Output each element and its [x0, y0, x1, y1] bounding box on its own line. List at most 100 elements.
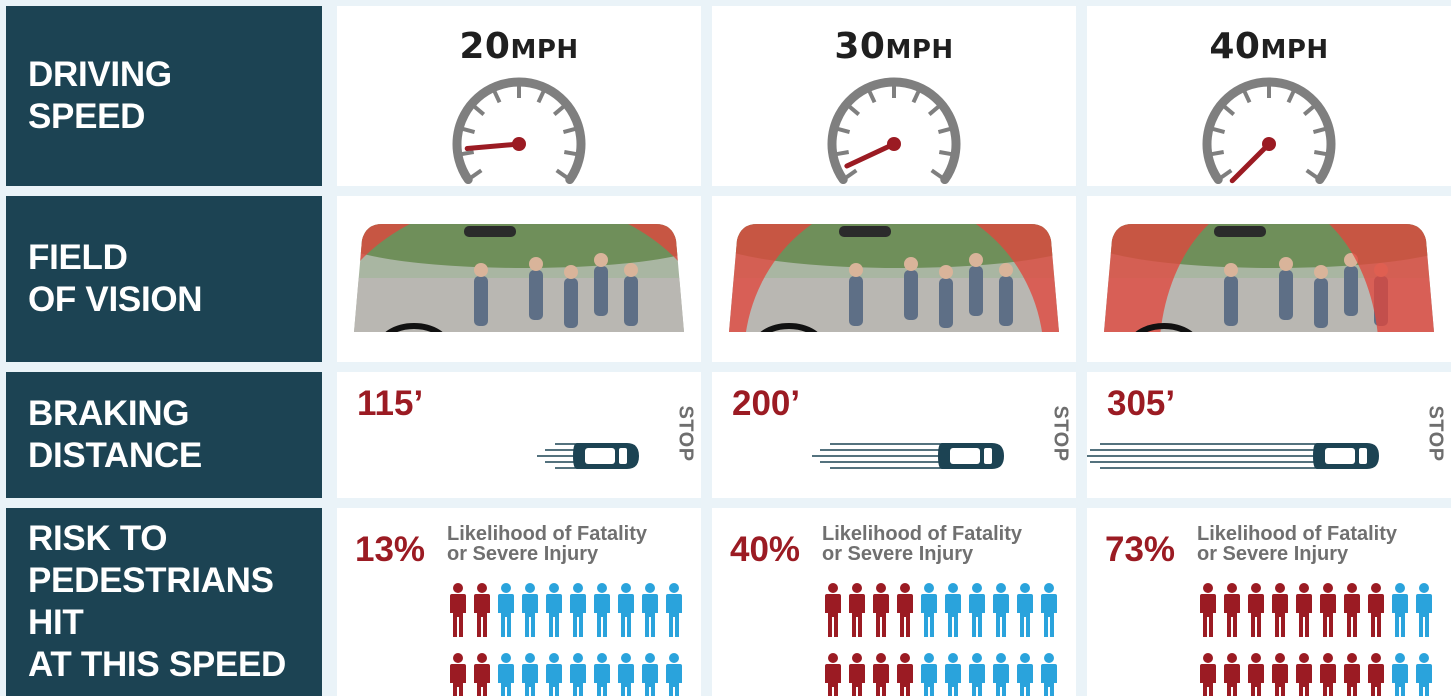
- scene-pedestrian: [564, 278, 578, 328]
- stop-label: STOP: [1424, 405, 1447, 462]
- speedometer-icon: [827, 77, 961, 185]
- person-icon: [1389, 583, 1412, 639]
- person-icon: [1341, 583, 1364, 639]
- scene-pedestrian-head: [529, 257, 543, 271]
- person-icon: [1017, 653, 1033, 696]
- braking-graphic: [537, 443, 639, 469]
- gauge-tick: [555, 168, 568, 179]
- person-icon: [1245, 583, 1268, 639]
- gauge-wrapper: [1194, 74, 1344, 186]
- gauge-tick: [1211, 150, 1225, 157]
- scene-pedestrian: [1344, 266, 1358, 316]
- pedestrian-row: [822, 653, 1062, 696]
- scene-pedestrian-head: [849, 263, 863, 277]
- gauge-tick: [1212, 127, 1226, 135]
- person-icon: [1317, 583, 1340, 639]
- person-icon: [1296, 583, 1312, 637]
- person-icon: [870, 583, 893, 639]
- person-icon: [1224, 653, 1240, 696]
- street-trees: [354, 224, 684, 268]
- person-icon: [1197, 583, 1220, 639]
- gauge-tick: [473, 105, 486, 116]
- gauge-tick: [1313, 150, 1327, 157]
- pedestrian-row: [447, 583, 687, 639]
- person-icon: [642, 583, 658, 637]
- scene-pedestrian: [624, 276, 638, 326]
- scene-pedestrian-head: [999, 263, 1013, 277]
- person-icon: [822, 583, 845, 639]
- speedometer-icon: [452, 77, 586, 185]
- person-icon: [1413, 583, 1436, 639]
- gauge-needle: [464, 141, 522, 152]
- stop-label: STOP: [1049, 405, 1072, 462]
- scene-pedestrian-head: [624, 263, 638, 277]
- person-icon: [495, 583, 518, 639]
- gauge-tick: [492, 90, 502, 104]
- person-icon: [1221, 653, 1244, 696]
- gauge-tick: [552, 105, 565, 116]
- risk-label: Likelihood of Fatality or Severe Injury: [1197, 523, 1398, 565]
- gauge-tick: [1223, 105, 1236, 116]
- scene-pedestrian: [999, 276, 1013, 326]
- braking-cell-40: 305’ STOP: [1087, 372, 1451, 498]
- person-icon: [615, 583, 638, 639]
- person-icon: [870, 653, 893, 696]
- gauge-hub: [887, 137, 901, 151]
- pedestrian-icon-grid: [822, 583, 1062, 696]
- windshield-image: [729, 224, 1059, 332]
- car-window: [1325, 448, 1355, 464]
- speed-title: 40MPH: [1087, 26, 1451, 67]
- person-icon: [1317, 653, 1340, 696]
- pedestrian-row: [822, 583, 1062, 639]
- gauge-tick: [938, 150, 952, 157]
- person-icon: [918, 583, 941, 639]
- person-icon: [471, 583, 494, 639]
- person-icon: [567, 583, 590, 639]
- person-icon: [543, 653, 566, 696]
- speed-number: 40: [1209, 26, 1261, 67]
- speed-cell-30: 30MPH: [712, 6, 1076, 186]
- person-icon: [594, 583, 610, 637]
- braking-graphic: [1087, 443, 1379, 469]
- person-icon: [1296, 653, 1312, 696]
- stop-label-wrapper: STOP: [1046, 400, 1072, 461]
- person-icon: [1248, 583, 1264, 637]
- person-icon: [1248, 653, 1264, 696]
- speed-unit: MPH: [510, 35, 579, 65]
- risk-percentage: 40%: [730, 530, 801, 569]
- gauge-tick: [937, 127, 951, 135]
- risk-percentage: 73%: [1105, 530, 1176, 569]
- risk-cell-30: 40% Likelihood of Fatality or Severe Inju…: [712, 508, 1076, 696]
- row-label-text: RISK TO PEDESTRIANS HIT AT THIS SPEED: [28, 519, 286, 684]
- person-icon: [615, 653, 638, 696]
- rearview-mirror-icon: [1214, 226, 1266, 237]
- person-icon: [1200, 583, 1216, 637]
- person-icon: [942, 653, 965, 696]
- person-icon: [570, 653, 586, 696]
- row-label-braking-distance: BRAKING DISTANCE: [6, 372, 322, 498]
- person-icon: [822, 653, 845, 696]
- person-icon: [1320, 583, 1336, 637]
- rearview-mirror-icon: [464, 226, 516, 237]
- speed-unit: MPH: [1260, 35, 1329, 65]
- gauge-tick: [461, 150, 475, 157]
- person-icon: [1368, 653, 1384, 696]
- person-icon: [639, 653, 662, 696]
- gauge-tick: [563, 150, 577, 157]
- scene-pedestrian: [1279, 270, 1293, 320]
- scene-pedestrian: [849, 276, 863, 326]
- person-icon: [1014, 583, 1037, 639]
- person-icon: [966, 583, 989, 639]
- person-icon: [570, 583, 586, 637]
- scene-pedestrian-head: [474, 263, 488, 277]
- person-icon: [666, 583, 682, 637]
- person-icon: [993, 653, 1009, 696]
- person-icon: [873, 583, 889, 637]
- risk-percentage: 13%: [355, 530, 426, 569]
- speed-title: 30MPH: [712, 26, 1076, 67]
- pedestrian-row: [1197, 653, 1437, 696]
- gauge-tick: [1242, 90, 1252, 104]
- gauge-tick: [911, 90, 921, 104]
- person-icon: [1341, 653, 1364, 696]
